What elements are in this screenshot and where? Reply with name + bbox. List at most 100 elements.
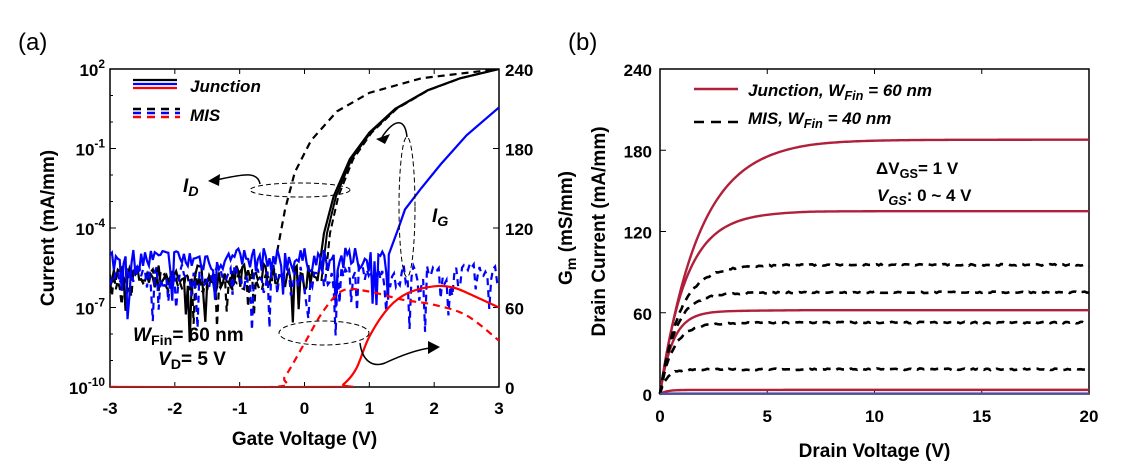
y-tick-label-b-part: 120	[624, 224, 652, 243]
x-axis-label-b-part: Drain Voltage (V)	[799, 441, 951, 462]
y-axis-label-right-a-part: m	[564, 258, 580, 271]
y-tick-label-right-a: 60	[505, 300, 524, 319]
x-tick-label-a-part: -3	[102, 399, 117, 418]
series-line-b-6	[658, 320, 1090, 394]
x-axis-label-a: Gate Voltage (V)	[232, 429, 377, 450]
legend-label-mis-b-part: Fin	[804, 116, 823, 131]
y-tick-label-b: 120	[624, 224, 652, 243]
annotation-vd-part: D	[171, 357, 181, 373]
x-tick-label-b: 20	[1080, 407, 1099, 426]
y-tick-label-left-a-part: 10	[69, 379, 88, 398]
x-tick-label-a-part: -1	[232, 399, 247, 418]
annotation-wfin-part: W	[133, 325, 153, 346]
legend-label-junction: Junction	[190, 77, 261, 96]
series-line-a-junction-id-variant	[324, 69, 499, 282]
y-tick-label-left-a-part: 10	[76, 220, 95, 239]
annotation-delta-vgs-part: ΔV	[876, 159, 900, 178]
y-tick-label-left-a-part: 2	[98, 57, 105, 71]
legend-label-mis-b-part: MIS, W	[748, 109, 806, 128]
series-line-b-3	[659, 388, 1089, 396]
y-axis-label-right-a-part: (mS/mm)	[556, 171, 577, 258]
series-line-b-4	[658, 262, 1090, 395]
x-tick-label-a: -2	[167, 399, 182, 418]
series-group-a	[110, 69, 499, 387]
y-axis-label-left-a-part: Current (mA/mm)	[38, 150, 59, 306]
y-tick-label-right-a-part: 240	[505, 61, 533, 80]
x-tick-label-b: 5	[763, 407, 772, 426]
legend-label-mis: MIS	[190, 106, 221, 125]
legend-label-mis-b: MIS, WFin = 40 nm	[748, 109, 891, 131]
y-tick-label-left-a-part: -4	[94, 216, 105, 230]
y-tick-label-b: 240	[624, 61, 652, 80]
y-tick-label-left-a-part: -10	[88, 375, 106, 389]
series-line-a-4	[110, 284, 499, 387]
legend-label-mis-b-part: = 40 nm	[823, 109, 892, 128]
y-tick-label-left-a: 10-4	[76, 216, 106, 239]
y-tick-label-left-a: 10-1	[76, 137, 106, 160]
annotation-vd: VD= 5 V	[158, 349, 226, 373]
x-axis-label-b: Drain Voltage (V)	[799, 441, 951, 462]
y-axis-label-right-a-part: G	[556, 270, 577, 285]
series-line-a-junction-id-variant	[320, 69, 499, 282]
panel-label-a-part: (a)	[18, 29, 47, 56]
y-tick-label-b-part: 240	[624, 61, 652, 80]
legend-label-mis-part: MIS	[190, 106, 221, 125]
arrowhead-ig	[376, 134, 390, 144]
annotation-wfin-part: = 60 nm	[172, 325, 243, 346]
annotation-delta-vgs-part: = 1 V	[918, 159, 959, 178]
series-line-a-2	[110, 106, 499, 320]
legend-label-junction-part: Junction	[190, 77, 261, 96]
y-tick-label-b: 0	[643, 386, 652, 405]
y-tick-label-left-a-part: 10	[76, 300, 95, 319]
series-line-b-5	[658, 290, 1090, 394]
y-tick-label-right-a-part: 60	[505, 300, 524, 319]
legend-label-junction-b-part: = 60 nm	[863, 81, 932, 100]
y-tick-label-right-a: 120	[505, 220, 533, 239]
y-tick-label-left-a-part: 10	[76, 141, 95, 160]
annotation-arrow-ig	[381, 122, 408, 138]
annotation-vd-part: = 5 V	[181, 349, 226, 370]
annotation-wfin: WFin= 60 nm	[133, 325, 244, 349]
x-tick-label-a: 3	[494, 399, 503, 418]
y-tick-label-right-a: 0	[505, 379, 514, 398]
annotation-arrow-gm	[359, 342, 431, 366]
x-tick-label-b-part: 15	[972, 407, 991, 426]
annotation-ig-label-part: G	[437, 214, 448, 230]
x-tick-label-a: 1	[365, 399, 374, 418]
y-tick-label-left-a-part: 10	[79, 61, 98, 80]
panel-label-a: (a)	[18, 29, 47, 56]
annotation-ig-label-part: I	[432, 206, 438, 227]
arrowhead-id	[208, 174, 220, 186]
y-tick-label-b: 60	[633, 305, 652, 324]
x-tick-label-a: 0	[300, 399, 309, 418]
x-tick-label-b-part: 5	[763, 407, 772, 426]
x-tick-label-a-part: 3	[494, 399, 503, 418]
annotation-ellipse-gm	[278, 320, 370, 346]
y-tick-label-right-a: 180	[505, 141, 533, 160]
y-tick-label-left-a-part: -7	[94, 296, 105, 310]
y-tick-label-b-part: 180	[624, 142, 652, 161]
panel-label-b: (b)	[568, 29, 597, 56]
annotation-vgs-range: VGS: 0 ~ 4 V	[877, 186, 972, 208]
arrowhead-gm	[428, 341, 440, 354]
x-tick-label-a-part: 1	[365, 399, 374, 418]
x-tick-label-b: 10	[865, 407, 884, 426]
legend-label-junction-b-part: Fin	[844, 88, 863, 103]
y-tick-label-right-a-part: 0	[505, 379, 514, 398]
annotation-arrow-id	[215, 174, 261, 185]
x-tick-label-a: -1	[232, 399, 247, 418]
y-axis-label-left-a: Current (mA/mm)	[38, 150, 59, 306]
series-line-b-7	[658, 367, 1089, 395]
series-line-b-1	[658, 209, 1089, 395]
y-tick-label-right-a-part: 120	[505, 220, 533, 239]
annotation-wfin-part: Fin	[151, 333, 172, 349]
annotation-delta-vgs-part: GS	[900, 166, 918, 181]
x-tick-label-b-part: 0	[655, 407, 664, 426]
annotation-ellipse-ig	[398, 136, 416, 278]
legend-label-junction-b-part: Junction, W	[748, 81, 846, 100]
x-axis-label-a-part: Gate Voltage (V)	[232, 429, 377, 450]
y-tick-label-b-part: 0	[643, 386, 652, 405]
x-tick-label-a: 2	[429, 399, 438, 418]
x-tick-label-a-part: 0	[300, 399, 309, 418]
